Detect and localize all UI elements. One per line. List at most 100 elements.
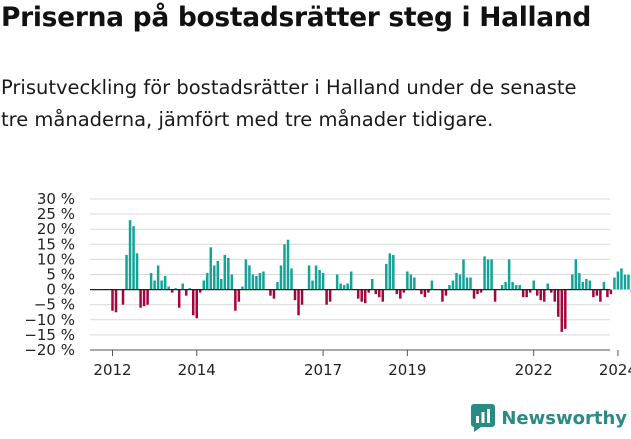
bar — [374, 289, 377, 295]
bar — [121, 289, 125, 305]
bar — [528, 289, 532, 293]
bar — [553, 289, 557, 302]
bar — [177, 289, 181, 308]
bar — [595, 289, 599, 296]
bar — [328, 289, 332, 302]
bar — [550, 289, 553, 293]
bar — [392, 254, 395, 290]
bar — [307, 265, 311, 290]
bar — [181, 283, 184, 290]
chart-subtitle: Prisutveckling för bostadsrätter i Halla… — [1, 76, 577, 131]
bar — [188, 288, 191, 290]
bar — [356, 289, 360, 299]
bar — [423, 289, 427, 298]
bar — [493, 289, 497, 302]
bar — [135, 253, 139, 290]
bar — [367, 289, 370, 293]
bar — [160, 280, 163, 290]
y-tick-label: −5 % — [34, 296, 75, 314]
bar — [220, 279, 223, 290]
bar — [269, 289, 272, 296]
bar — [381, 289, 385, 302]
bar — [370, 279, 374, 290]
bar — [588, 280, 592, 290]
y-tick-label: −10 % — [24, 311, 75, 329]
bar — [430, 280, 434, 290]
bar — [427, 289, 430, 293]
bar — [542, 289, 546, 302]
bar — [276, 282, 279, 290]
bars — [111, 220, 631, 332]
bar — [128, 220, 132, 290]
bar — [227, 257, 230, 290]
bar — [378, 289, 381, 298]
bar — [293, 289, 297, 301]
bar — [514, 285, 518, 290]
bar — [574, 259, 578, 290]
bar — [335, 274, 339, 290]
bar — [146, 289, 149, 305]
bar — [479, 289, 483, 293]
bar — [314, 265, 318, 290]
bar — [399, 289, 402, 299]
newsworthy-brand: Newsworthy — [471, 403, 627, 433]
bar — [560, 289, 564, 332]
bar — [209, 247, 213, 290]
bar — [578, 272, 581, 290]
bar — [206, 272, 209, 290]
bar — [255, 276, 258, 290]
bar — [125, 254, 128, 290]
bar — [297, 289, 300, 316]
bar — [272, 289, 276, 299]
y-tick-label: 20 % — [37, 220, 75, 238]
bar — [262, 271, 265, 290]
bar — [486, 259, 490, 290]
bar — [300, 289, 304, 305]
bar — [311, 280, 314, 290]
bar — [321, 272, 325, 290]
bar — [156, 265, 160, 290]
bar-chart: 30 %25 %20 %15 %10 %5 %0 %−5 %−10 %−15 %… — [24, 190, 631, 379]
y-tick-label: 25 % — [37, 205, 75, 223]
bar — [623, 274, 627, 290]
y-tick-label: 0 % — [46, 281, 75, 299]
x-tick-label: 2012 — [93, 361, 131, 379]
bar — [518, 285, 521, 290]
bar — [342, 285, 346, 290]
bar — [476, 289, 479, 295]
bar — [325, 289, 328, 305]
y-axis-tick-labels: 30 %25 %20 %15 %10 %5 %0 %−5 %−10 %−15 %… — [24, 190, 75, 359]
brand-name: Newsworthy — [501, 407, 627, 429]
bar — [444, 289, 448, 296]
bar — [202, 280, 206, 290]
bar — [455, 272, 458, 290]
bar — [395, 289, 399, 295]
y-tick-label: 5 % — [46, 266, 75, 284]
bar — [153, 280, 156, 290]
chart-title: Priserna på bostadsrätter steg i Halland — [1, 2, 592, 33]
bar — [525, 289, 528, 298]
bar — [290, 268, 293, 290]
bar — [585, 279, 588, 290]
y-tick-label: −20 % — [24, 341, 75, 359]
bar — [114, 289, 118, 313]
bar — [472, 289, 476, 299]
bar — [490, 259, 493, 290]
bar — [184, 289, 188, 296]
bar — [571, 274, 574, 290]
bar — [620, 268, 623, 290]
bar — [448, 285, 451, 290]
bar — [339, 283, 342, 290]
bar — [213, 265, 216, 290]
bar — [251, 274, 255, 290]
bar — [283, 244, 286, 290]
bar — [216, 260, 220, 290]
bar — [132, 226, 135, 290]
bar — [230, 274, 234, 290]
x-tick-label: 2022 — [515, 361, 553, 379]
bar-chart-logo-icon — [471, 404, 496, 432]
bar — [199, 289, 202, 293]
bar — [483, 256, 486, 290]
bar — [613, 277, 616, 290]
x-tick-label: 2019 — [388, 361, 426, 379]
